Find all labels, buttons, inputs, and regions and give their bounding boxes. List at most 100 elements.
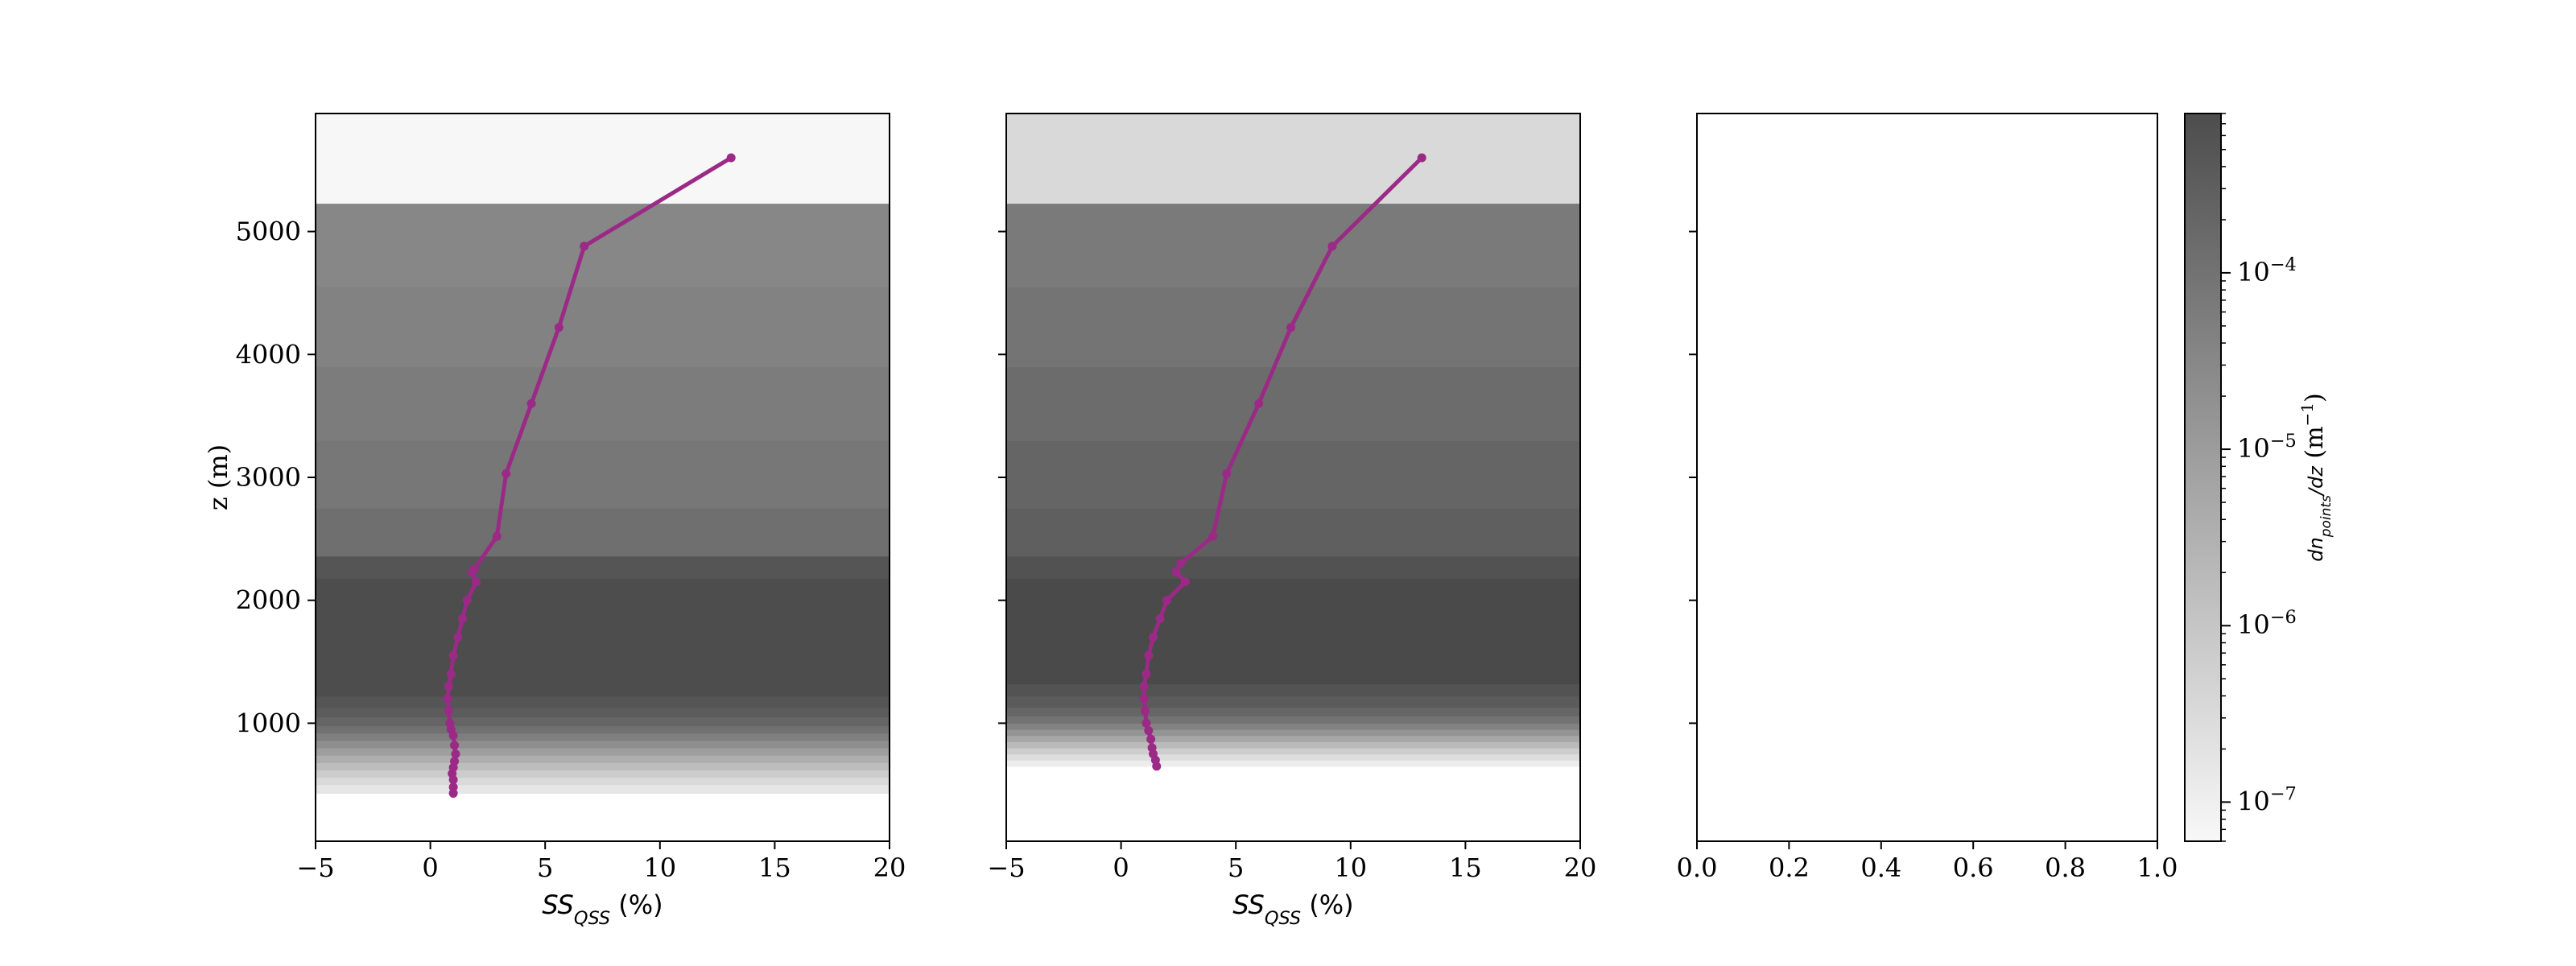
- colorbar-ticks: 10−7 10−6 10−5 10−4: [2221, 113, 2297, 842]
- middle-background-bands: [1006, 114, 1580, 842]
- x-tick-label: 5: [1228, 852, 1244, 883]
- left-y-axis-label: z (m): [203, 444, 233, 510]
- profile-point: [580, 242, 589, 251]
- background-band: [316, 203, 890, 287]
- background-band: [1006, 114, 1580, 204]
- profile-point: [451, 749, 460, 759]
- x-tick-label: 0.4: [1860, 852, 1901, 883]
- profile-point: [472, 577, 481, 587]
- x-tick-label: 5: [537, 852, 553, 883]
- profile-point: [458, 614, 468, 624]
- profile-point: [1286, 323, 1296, 332]
- left-background-bands: [316, 114, 890, 842]
- background-band: [316, 114, 890, 204]
- x-tick-label: 0.2: [1769, 852, 1810, 883]
- profile-point: [726, 153, 736, 163]
- y-tick-label: 5000: [236, 217, 301, 247]
- middle-x-axis-label: SSQSS (%): [1232, 890, 1353, 929]
- left-profile-series: [443, 153, 736, 798]
- x-tick-label: 15: [758, 852, 791, 883]
- background-band: [1006, 741, 1580, 749]
- profile-point: [462, 596, 472, 605]
- background-band: [1006, 578, 1580, 685]
- x-tick-label: 0: [1113, 852, 1129, 883]
- profile-point: [448, 788, 458, 798]
- background-band: [1006, 753, 1580, 761]
- background-band: [316, 733, 890, 741]
- background-band: [316, 747, 890, 756]
- profile-point: [1141, 718, 1151, 728]
- left-x-ticks: −5 0 5 10 15 20: [296, 841, 906, 883]
- profile-point: [448, 775, 458, 785]
- profile-point: [1144, 650, 1154, 660]
- background-band: [1006, 723, 1580, 730]
- colorbar-label: dnpoints/dz (m−1): [2297, 393, 2334, 561]
- x-tick-label: −5: [987, 852, 1025, 883]
- profile-point: [448, 731, 458, 741]
- background-band: [316, 770, 890, 778]
- profile-point: [443, 694, 452, 704]
- background-band: [316, 755, 890, 763]
- profile-point: [1208, 531, 1218, 541]
- background-band: [316, 740, 890, 749]
- background-band: [316, 508, 890, 557]
- profile-point: [1162, 596, 1172, 605]
- background-band: [316, 366, 890, 441]
- background-band: [316, 777, 890, 786]
- right-axes-frame: [1696, 113, 2158, 842]
- profile-point: [448, 782, 458, 792]
- profile-point: [492, 531, 502, 541]
- profile-point: [1180, 577, 1190, 587]
- background-band: [316, 793, 890, 842]
- y-tick-label: 2000: [236, 585, 301, 616]
- x-tick-label: 10: [1334, 852, 1367, 883]
- right-y-ticks: [1689, 230, 1697, 724]
- background-band: [1006, 696, 1580, 708]
- x-tick-label: 15: [1449, 852, 1482, 883]
- profile-point: [1222, 469, 1232, 478]
- profile-point: [1149, 633, 1158, 642]
- background-band: [316, 716, 890, 727]
- background-band: [316, 762, 890, 771]
- x-tick-label: 1.0: [2137, 852, 2178, 883]
- right-panel: 0.0 0.2 0.4 0.6 0.8 1.0: [1677, 113, 2178, 883]
- profile-point: [1146, 734, 1156, 744]
- right-x-ticks: 0.0 0.2 0.4 0.6 0.8 1.0: [1677, 841, 2178, 883]
- x-tick-label: 20: [873, 852, 906, 883]
- y-tick-label: 3000: [236, 462, 301, 493]
- background-band: [316, 696, 890, 708]
- left-panel: −5 0 5 10 15 20 1000 2000 3000 4000 5000 SSQSS (%…: [203, 113, 906, 929]
- background-band: [316, 725, 890, 734]
- middle-y-ticks: [998, 230, 1006, 724]
- background-band: [1006, 508, 1580, 557]
- background-band: [316, 784, 890, 795]
- profile-point: [1152, 762, 1162, 771]
- y-tick-label: 1000: [236, 708, 301, 738]
- colorbar: 10−7 10−6 10−5 10−4 dnpoints/dz (m−1): [2184, 113, 2334, 842]
- background-band: [316, 287, 890, 368]
- profile-point: [526, 398, 536, 408]
- profile-point: [1144, 726, 1154, 736]
- profile-point: [450, 741, 460, 750]
- profile-point: [444, 706, 453, 716]
- profile-point: [1171, 568, 1181, 577]
- background-band: [1006, 555, 1580, 579]
- x-tick-label: 0.6: [1953, 852, 1994, 883]
- colorbar-tick-label: 10−7: [2237, 783, 2297, 816]
- background-band: [316, 578, 890, 697]
- profile-point: [1417, 153, 1426, 163]
- background-band: [316, 707, 890, 718]
- profile-point: [1254, 398, 1264, 408]
- x-tick-label: 10: [643, 852, 676, 883]
- profile-point: [453, 633, 463, 642]
- profile-point: [1141, 669, 1151, 679]
- x-tick-label: 0: [422, 852, 438, 883]
- profile-point: [1155, 614, 1165, 624]
- x-tick-label: 0.8: [2045, 852, 2086, 883]
- left-x-axis-label: SSQSS (%): [542, 890, 663, 929]
- background-band: [1006, 729, 1580, 737]
- background-band: [316, 440, 890, 509]
- profile-point: [1176, 559, 1186, 568]
- y-tick-label: 4000: [236, 339, 301, 369]
